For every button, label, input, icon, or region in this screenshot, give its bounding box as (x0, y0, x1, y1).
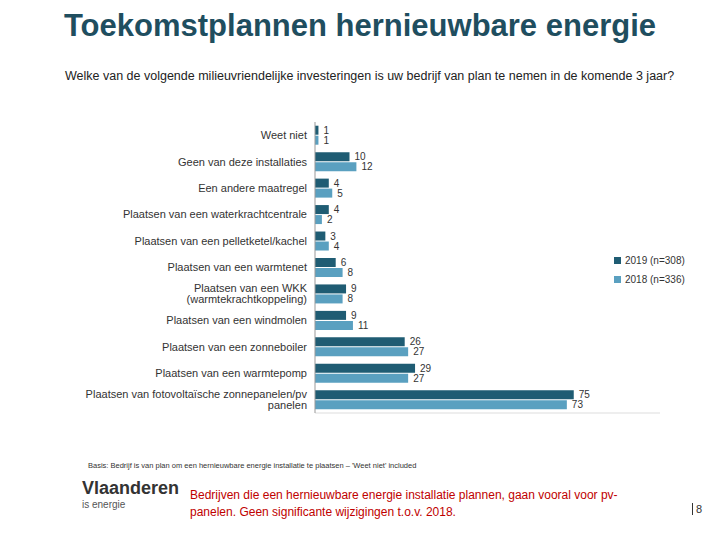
html-text:Vlaanderen: Vlaanderen (82, 478, 179, 498)
html-text:2018 (n=336): 2018 (n=336) (625, 274, 685, 285)
svg-text:9: 9 (351, 283, 357, 295)
svg-text:27: 27 (413, 346, 425, 357)
html-text:Welke van de volgende milieuvr: Welke van de volgende milieuvriendelijke… (65, 69, 675, 83)
svg-text:8: 8 (348, 267, 354, 278)
svg-text:1: 1 (323, 135, 329, 146)
svg-text:11: 11 (358, 320, 369, 331)
svg-text:Plaatsen van een WKK(warmtekra: Plaatsen van een WKK(warmtekrachtkoppeli… (187, 282, 308, 305)
svg-text:Een andere maatregel: Een andere maatregel (198, 182, 307, 194)
svg-text:2: 2 (327, 214, 333, 225)
svg-text:Plaatsen van een waterkrachtce: Plaatsen van een waterkrachtcentrale (123, 208, 307, 220)
svg-text:26: 26 (409, 336, 421, 348)
svg-text:Plaatsen van een zonneboiler: Plaatsen van een zonneboiler (162, 341, 307, 353)
svg-text:Plaatsen van een pelletketel/k: Plaatsen van een pelletketel/kachel (135, 235, 307, 247)
svg-text:5: 5 (337, 188, 343, 199)
svg-text:Plaatsen van een windmolen: Plaatsen van een windmolen (166, 314, 307, 326)
svg-text:Plaatsen van een warmtenet: Plaatsen van een warmtenet (168, 261, 307, 273)
svg-text:73: 73 (572, 399, 584, 410)
html-text:Toekomstplannen hernieuwbare e: Toekomstplannen hernieuwbare energie (64, 8, 656, 43)
svg-text:4: 4 (334, 204, 340, 215)
svg-text:4: 4 (333, 177, 340, 189)
svg-text:Plaatsen van een warmtepomp: Plaatsen van een warmtepomp (155, 367, 307, 379)
svg-text:8: 8 (348, 293, 354, 304)
svg-text:27: 27 (413, 373, 425, 384)
html-text:Bedrijven die een hernieuwbare: Bedrijven die een hernieuwbare energie i… (190, 488, 618, 519)
html-text:2019 (n=308): 2019 (n=308) (625, 255, 685, 266)
svg-text:Geen van deze installaties: Geen van deze installaties (178, 156, 308, 168)
svg-text:1: 1 (323, 124, 329, 136)
html-text:is energie: is energie (82, 499, 126, 510)
svg-text:4: 4 (334, 241, 340, 252)
svg-text:9: 9 (351, 310, 357, 321)
svg-text:10: 10 (354, 151, 366, 163)
html-text:8: 8 (696, 503, 703, 515)
svg-text:12: 12 (361, 161, 373, 172)
svg-text:Weet niet: Weet niet (261, 129, 307, 141)
svg-text:3: 3 (330, 230, 336, 242)
html-text:Basis: Bedrijf is van plan om: Basis: Bedrijf is van plan om een hernie… (88, 461, 417, 470)
svg-text:6: 6 (341, 257, 347, 268)
svg-text:29: 29 (420, 362, 432, 374)
svg-text:Plaatsen van fotovoltaïsche zo: Plaatsen van fotovoltaïsche zonnepanelen… (86, 388, 308, 411)
svg-text:75: 75 (578, 389, 590, 401)
